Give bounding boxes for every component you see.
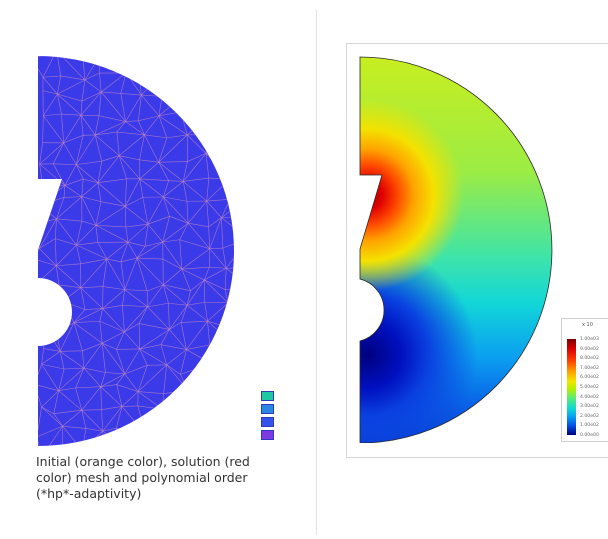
polynomial-order-legend xyxy=(258,388,278,442)
mesh-canvas xyxy=(38,56,234,446)
colorbar-tick-label: 0.00e00 xyxy=(580,433,599,438)
caption-line-3: (*hp*-adaptivity) xyxy=(36,486,142,501)
colorbar-tick-label: 2.00e02 xyxy=(580,413,599,419)
order-swatch-2 xyxy=(261,404,274,414)
colorbar-tick-label: 1.00e02 xyxy=(580,423,599,429)
solution-canvas xyxy=(359,56,553,443)
panel-divider xyxy=(316,10,317,535)
caption-line-1: Initial (orange color), solution (red xyxy=(36,454,250,469)
caption-line-2: color) mesh and polynomial order xyxy=(36,470,248,485)
order-swatch-4 xyxy=(261,430,274,440)
colorbar-gradient xyxy=(567,339,576,435)
colorbar-tick-label: 6.00e02 xyxy=(580,375,599,381)
colorbar-title: x 10 xyxy=(582,322,593,328)
colorbar: x 10 1.00e03 9.00e02 8.00e02 7.00e02 6.00e02… xyxy=(561,318,608,442)
colorbar-tick-label: 8.00e02 xyxy=(580,356,599,362)
order-swatch-1 xyxy=(261,391,274,401)
solution-plot xyxy=(358,55,558,443)
colorbar-tick-label: 7.00e02 xyxy=(580,365,599,371)
colorbar-tick-label: 5.00e02 xyxy=(580,385,599,390)
order-swatch-3 xyxy=(261,417,274,427)
solution-boundary xyxy=(359,56,553,443)
colorbar-tick-label: 1.00e03 xyxy=(580,337,599,342)
solution-high-region xyxy=(360,57,552,443)
colorbar-tick-label: 9.00e02 xyxy=(580,346,599,352)
mesh-plot xyxy=(34,52,274,447)
colorbar-tick-label: 3.00e02 xyxy=(580,404,599,410)
figure-caption: Initial (orange color), solution (red co… xyxy=(36,454,306,502)
mesh-domain xyxy=(38,56,234,446)
colorbar-tick-label: 4.00e02 xyxy=(580,394,599,400)
